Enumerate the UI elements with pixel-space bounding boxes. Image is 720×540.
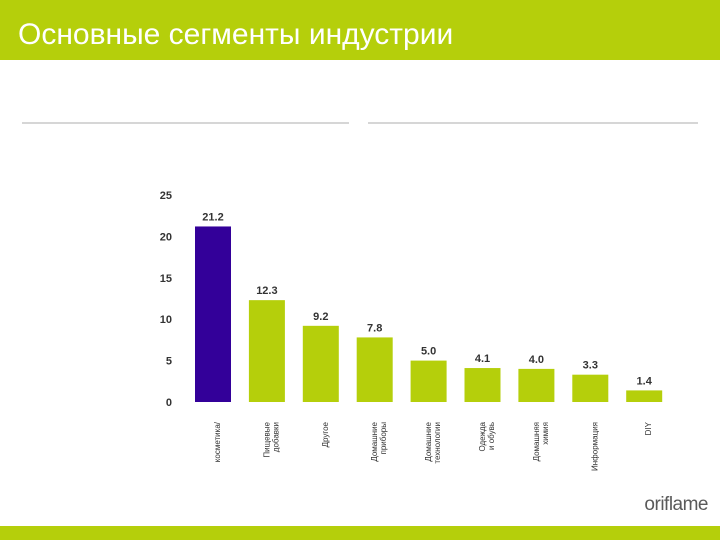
category-label-line: приборы bbox=[379, 422, 388, 455]
bar-value-label: 1.4 bbox=[637, 375, 653, 387]
bar bbox=[410, 360, 447, 402]
category-label-line: химия bbox=[541, 422, 550, 445]
category-label: Одежда и обувь bbox=[478, 421, 496, 451]
divider-right bbox=[368, 122, 698, 124]
bar-value-label: 7.8 bbox=[367, 322, 382, 334]
category-label: Домашние технологии bbox=[424, 421, 442, 463]
category-label-line: Другое bbox=[321, 421, 330, 447]
header-bar bbox=[0, 0, 720, 60]
bar-value-label: 4.1 bbox=[475, 353, 490, 365]
bar bbox=[356, 337, 393, 402]
category-label: Другое bbox=[321, 421, 330, 447]
y-tick-label: 20 bbox=[160, 231, 172, 243]
y-tick-label: 25 bbox=[160, 190, 172, 202]
bar bbox=[518, 368, 555, 402]
category-label: Домашняя химия bbox=[532, 422, 550, 461]
bar-value-label: 5.0 bbox=[421, 346, 436, 358]
category-label: Домашние приборы bbox=[370, 421, 388, 461]
category-label-line: технологии bbox=[433, 422, 442, 464]
y-tick-label: 10 bbox=[160, 314, 172, 326]
category-label-line: добавки bbox=[271, 422, 280, 452]
category-label-line: Домашняя bbox=[532, 422, 541, 461]
bar-value-label: 9.2 bbox=[313, 311, 328, 323]
category-label: Пищевые добавки bbox=[262, 421, 280, 457]
divider-left bbox=[22, 122, 349, 124]
category-label: Информация bbox=[590, 422, 599, 471]
category-label-line: Информация bbox=[590, 422, 599, 471]
category-label-line: Домашние bbox=[424, 421, 433, 461]
bar bbox=[464, 368, 501, 402]
oriflame-logo: oriflame bbox=[644, 494, 708, 515]
category-label-line: Домашние bbox=[370, 421, 379, 461]
bar-value-label: 3.3 bbox=[583, 360, 598, 372]
y-tick-label: 0 bbox=[166, 397, 172, 409]
category-label-line: косметика/ bbox=[213, 421, 222, 462]
slide-title: Основные сегменты индустрии bbox=[18, 18, 454, 51]
category-label: DIY bbox=[644, 421, 653, 435]
category-label-line: и обувь bbox=[487, 422, 496, 450]
bar bbox=[302, 325, 339, 402]
bar bbox=[248, 300, 285, 402]
y-tick-label: 15 bbox=[160, 273, 172, 285]
bar bbox=[626, 390, 663, 402]
category-label: косметика/ bbox=[213, 421, 222, 462]
bar-value-label: 4.0 bbox=[529, 354, 544, 366]
category-label-line: Пищевые bbox=[262, 421, 271, 457]
category-label-line: DIY bbox=[644, 421, 653, 435]
bar-value-label: 12.3 bbox=[256, 285, 277, 297]
category-label-line: Одежда bbox=[478, 421, 487, 451]
bar bbox=[572, 374, 609, 402]
footer-bar bbox=[0, 526, 720, 540]
bar bbox=[195, 226, 231, 402]
y-tick-label: 5 bbox=[166, 356, 172, 368]
bar-value-label: 21.2 bbox=[202, 211, 223, 223]
